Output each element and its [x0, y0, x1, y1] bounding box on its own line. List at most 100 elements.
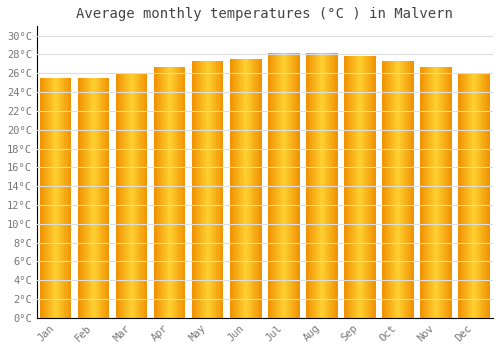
Bar	[116, 73, 117, 318]
Bar	[326, 52, 328, 318]
Bar	[400, 61, 401, 318]
Bar	[366, 56, 367, 318]
Bar	[436, 67, 437, 318]
Bar	[45, 78, 46, 318]
Bar	[329, 52, 330, 318]
Bar	[54, 78, 55, 318]
Bar	[359, 56, 360, 318]
Bar	[207, 61, 208, 318]
Bar	[51, 78, 52, 318]
Bar	[244, 59, 245, 318]
Bar	[131, 73, 132, 318]
Bar	[409, 61, 410, 318]
Bar	[155, 67, 156, 318]
Bar	[117, 73, 118, 318]
Bar	[159, 67, 160, 318]
Bar	[257, 59, 258, 318]
Bar	[245, 59, 246, 318]
Bar	[84, 78, 86, 318]
Bar	[222, 61, 224, 318]
Bar	[474, 73, 475, 318]
Bar	[298, 52, 299, 318]
Bar	[154, 67, 155, 318]
Bar	[467, 73, 468, 318]
Bar	[58, 78, 59, 318]
Bar	[197, 61, 198, 318]
Bar	[96, 78, 97, 318]
Bar	[337, 52, 338, 318]
Bar	[246, 59, 248, 318]
Bar	[192, 61, 193, 318]
Bar	[94, 78, 96, 318]
Bar	[383, 61, 384, 318]
Bar	[260, 59, 262, 318]
Bar	[284, 52, 286, 318]
Bar	[438, 67, 439, 318]
Bar	[173, 67, 174, 318]
Bar	[64, 78, 65, 318]
Bar	[308, 52, 310, 318]
Bar	[176, 67, 177, 318]
Bar	[104, 78, 106, 318]
Bar	[422, 67, 423, 318]
Bar	[252, 59, 253, 318]
Bar	[118, 73, 120, 318]
Bar	[486, 73, 488, 318]
Bar	[86, 78, 87, 318]
Bar	[310, 52, 311, 318]
Bar	[408, 61, 409, 318]
Bar	[477, 73, 478, 318]
Bar	[368, 56, 370, 318]
Bar	[234, 59, 235, 318]
Bar	[243, 59, 244, 318]
Bar	[412, 61, 413, 318]
Bar	[322, 52, 324, 318]
Bar	[362, 56, 363, 318]
Bar	[79, 78, 80, 318]
Bar	[68, 78, 69, 318]
Bar	[464, 73, 466, 318]
Bar	[256, 59, 257, 318]
Bar	[215, 61, 216, 318]
Bar	[461, 73, 462, 318]
Bar	[288, 52, 290, 318]
Bar	[280, 52, 281, 318]
Bar	[101, 78, 102, 318]
Bar	[181, 67, 182, 318]
Bar	[78, 78, 79, 318]
Bar	[324, 52, 325, 318]
Bar	[364, 56, 366, 318]
Bar	[320, 52, 321, 318]
Bar	[391, 61, 392, 318]
Bar	[88, 78, 89, 318]
Bar	[430, 67, 432, 318]
Bar	[208, 61, 210, 318]
Bar	[299, 52, 300, 318]
Bar	[471, 73, 472, 318]
Bar	[126, 73, 127, 318]
Bar	[182, 67, 183, 318]
Bar	[330, 52, 332, 318]
Bar	[382, 61, 383, 318]
Bar	[357, 56, 358, 318]
Bar	[132, 73, 134, 318]
Bar	[307, 52, 308, 318]
Bar	[360, 56, 361, 318]
Bar	[421, 67, 422, 318]
Bar	[443, 67, 444, 318]
Bar	[425, 67, 426, 318]
Bar	[169, 67, 170, 318]
Bar	[434, 67, 435, 318]
Bar	[370, 56, 371, 318]
Bar	[180, 67, 181, 318]
Bar	[216, 61, 218, 318]
Bar	[372, 56, 373, 318]
Bar	[291, 52, 292, 318]
Bar	[172, 67, 173, 318]
Bar	[220, 61, 221, 318]
Bar	[238, 59, 239, 318]
Bar	[282, 52, 283, 318]
Bar	[397, 61, 398, 318]
Bar	[475, 73, 476, 318]
Bar	[241, 59, 242, 318]
